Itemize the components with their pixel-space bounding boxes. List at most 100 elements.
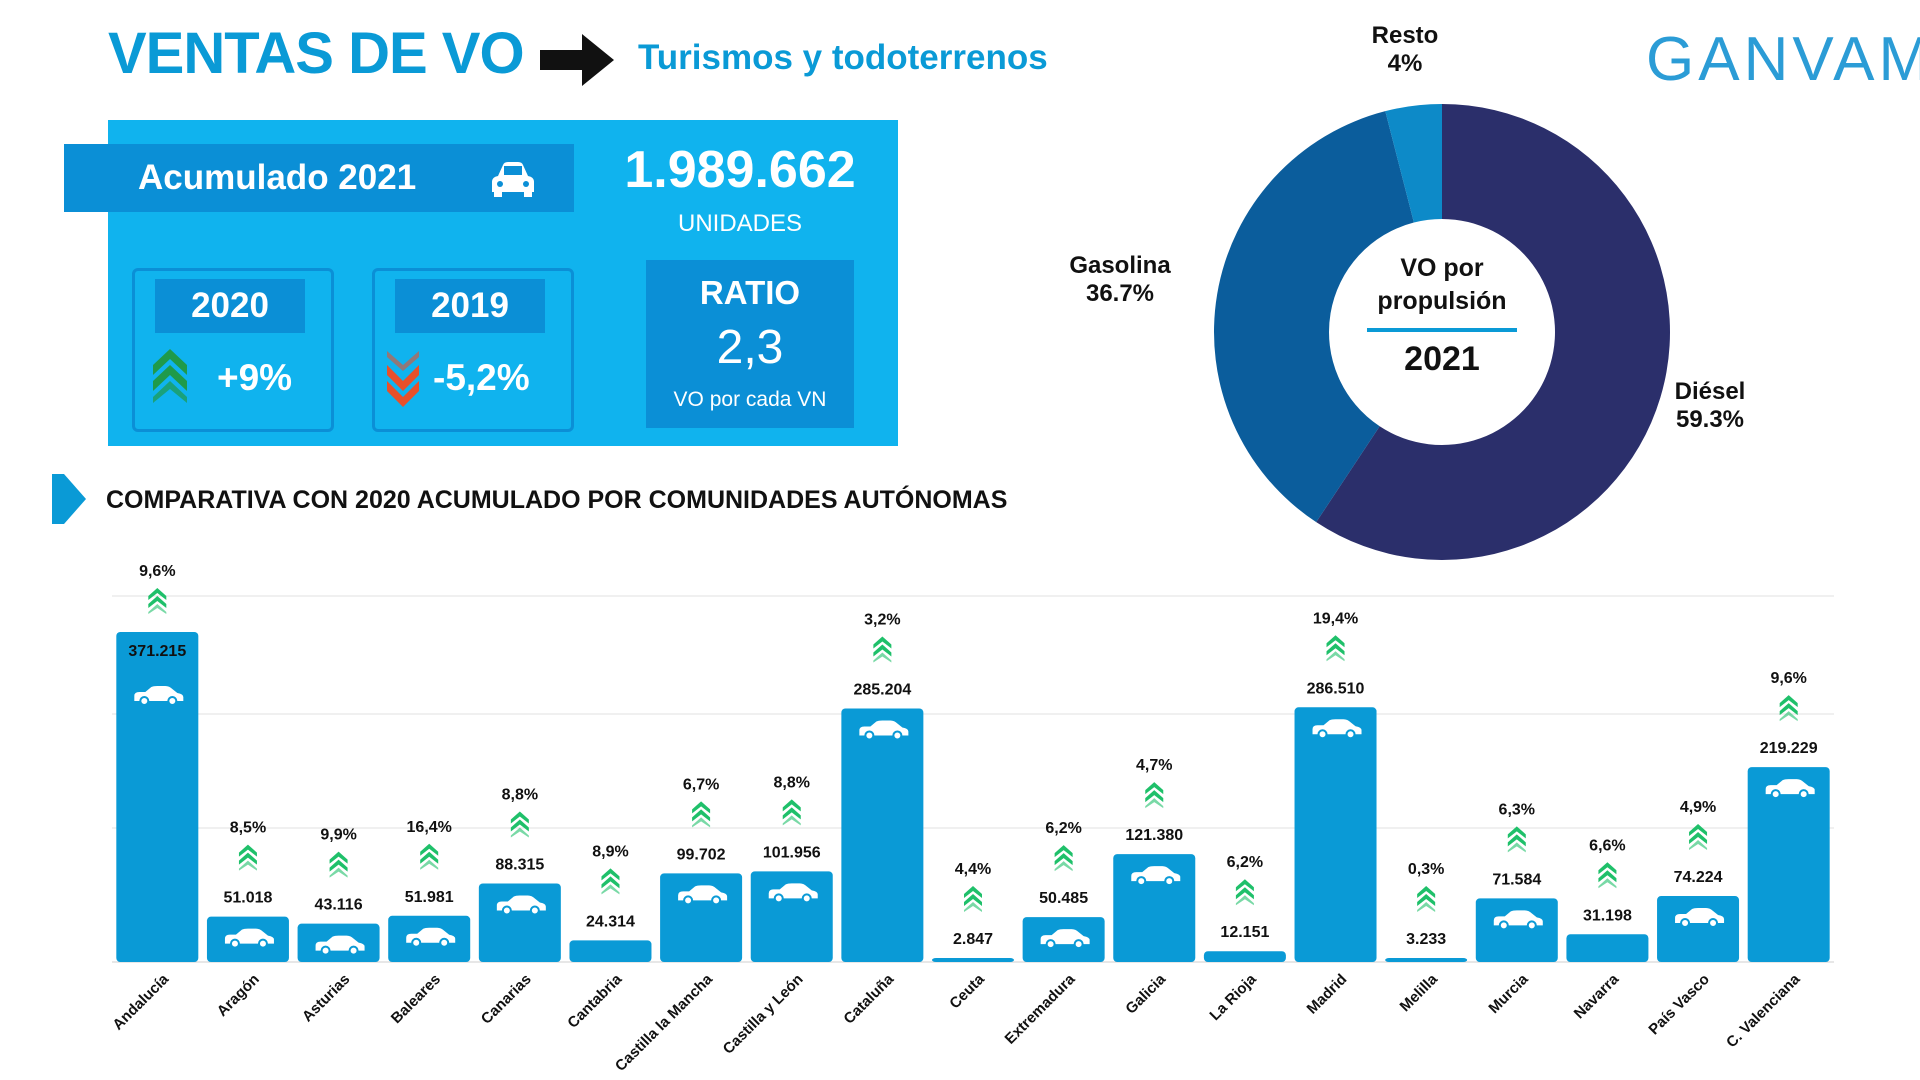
arrow-up-icon — [329, 851, 348, 878]
acumulado-box: Acumulado 2021 — [64, 144, 574, 212]
bar-group: 3.233 0,3% Melilla — [1385, 861, 1468, 1015]
bar — [1385, 958, 1468, 962]
car-icon — [1312, 719, 1362, 740]
bar-group: 371.215 9,6% Andalucía — [109, 563, 199, 1034]
category-label: Aragón — [214, 971, 263, 1020]
bar-group: 51.018 8,5% Aragón — [206, 820, 289, 1020]
bar-group: 286.510 19,4% Madrid — [1294, 610, 1377, 1018]
donut-center: VO por propulsión 2021 — [1336, 252, 1548, 379]
value-label: 88.315 — [495, 856, 544, 873]
donut-slice-1 — [1214, 111, 1414, 523]
change-label: 8,8% — [502, 786, 538, 803]
category-label: Cantabria — [564, 970, 625, 1031]
bar — [1294, 707, 1377, 962]
arrow-up-icon — [692, 801, 711, 828]
value-label: 371.215 — [128, 643, 186, 660]
category-label: La Rioja — [1206, 970, 1260, 1024]
car-icon — [315, 935, 365, 956]
bar-group: 121.380 4,7% Galicia — [1113, 757, 1196, 1018]
year-2019-change: -5,2% — [433, 357, 530, 398]
arrow-up-icon — [873, 636, 892, 663]
car-icon — [496, 895, 546, 916]
arrow-up-icon — [238, 844, 257, 871]
section-marker-icon — [52, 474, 86, 524]
slice-label-resto: Resto 4% — [1360, 22, 1450, 78]
bar-group: 74.224 4,9% País Vasco — [1645, 799, 1740, 1038]
ratio-box: RATIO 2,3 VO por cada VN — [646, 260, 854, 428]
slice-pct: 36.7% — [1085, 280, 1155, 307]
car-icon — [492, 162, 534, 197]
category-label: C. Valenciana — [1723, 970, 1804, 1051]
car-icon — [1493, 910, 1543, 931]
arrow-up-icon — [510, 811, 529, 838]
slice-label-diesel: Diésel 59.3% — [1660, 378, 1760, 434]
slice-name: Diésel — [1674, 378, 1746, 405]
category-label: Ceuta — [946, 970, 988, 1012]
bar — [1657, 896, 1740, 962]
donut-center-label: VO por propulsión — [1377, 254, 1507, 315]
donut-slice-0 — [1316, 104, 1670, 560]
arrow-right-icon — [540, 34, 614, 86]
logo-text: GANVAM — [1646, 25, 1920, 94]
acumulado-label: Acumulado 2021 — [138, 158, 417, 197]
bar — [1566, 934, 1649, 962]
arrow-up-icon — [148, 588, 167, 614]
value-label: 101.956 — [763, 844, 821, 861]
car-icon — [859, 720, 909, 741]
bar-group: 12.151 6,2% La Rioja — [1203, 854, 1286, 1024]
year-2020-box: 2020 +9% — [132, 268, 334, 432]
car-icon — [678, 885, 728, 906]
bar — [116, 632, 199, 962]
change-label: 8,9% — [592, 843, 628, 860]
ratio-value: 2,3 — [716, 321, 784, 374]
year-2020-label: 2020 — [155, 279, 305, 333]
units-label: UNIDADES — [677, 210, 803, 237]
category-label: Navarra — [1571, 970, 1623, 1022]
value-label: 2.847 — [953, 931, 993, 948]
bar — [1475, 898, 1558, 962]
year-2019-label: 2019 — [395, 279, 545, 333]
value-label: 51.018 — [223, 890, 272, 907]
category-label: Galicia — [1122, 970, 1169, 1017]
arrow-up-icon — [1507, 826, 1526, 853]
arrow-up-icon — [1235, 879, 1254, 906]
change-label: 6,2% — [1045, 820, 1081, 837]
value-label: 286.510 — [1307, 680, 1365, 697]
value-label: 31.198 — [1583, 907, 1632, 924]
arrow-up-icon — [964, 886, 982, 912]
value-label: 219.229 — [1760, 740, 1818, 757]
bar — [569, 940, 652, 962]
change-label: 19,4% — [1313, 610, 1358, 627]
value-label: 24.314 — [586, 913, 635, 930]
value-label: 71.584 — [1492, 871, 1541, 888]
car-icon — [1675, 908, 1725, 929]
change-label: 3,2% — [864, 611, 900, 628]
arrow-up-icon — [1779, 695, 1798, 722]
change-label: 16,4% — [407, 819, 452, 836]
arrow-up-icon — [420, 843, 439, 870]
change-label: 8,8% — [774, 774, 810, 791]
category-label: Extremadura — [1002, 970, 1079, 1047]
bar — [1203, 951, 1286, 962]
change-label: 6,3% — [1499, 801, 1535, 818]
category-label: Baleares — [388, 971, 444, 1027]
arrow-up-icon — [1689, 824, 1708, 851]
change-label: 9,6% — [139, 563, 175, 580]
ganvam-logo: GANVAM — [1646, 18, 1920, 98]
category-label: Castilla y León — [720, 971, 807, 1058]
arrow-up-icon — [1326, 635, 1345, 662]
car-icon — [1131, 866, 1181, 887]
arrow-up-icon — [153, 349, 187, 403]
value-label: 51.981 — [405, 889, 454, 906]
bar-group: 31.198 6,6% Navarra — [1566, 837, 1649, 1022]
car-icon — [1040, 929, 1090, 950]
change-label: 0,3% — [1408, 861, 1444, 878]
donut-center-divider — [1367, 328, 1517, 332]
bar — [478, 883, 561, 962]
page-subtitle: Turismos y todoterrenos — [638, 38, 1048, 77]
arrow-down-icon — [387, 351, 419, 407]
slice-label-gasolina: Gasolina 36.7% — [1060, 252, 1180, 308]
category-label: Melilla — [1397, 970, 1442, 1015]
arrow-up-icon — [601, 868, 620, 895]
category-label: Madrid — [1304, 971, 1351, 1018]
